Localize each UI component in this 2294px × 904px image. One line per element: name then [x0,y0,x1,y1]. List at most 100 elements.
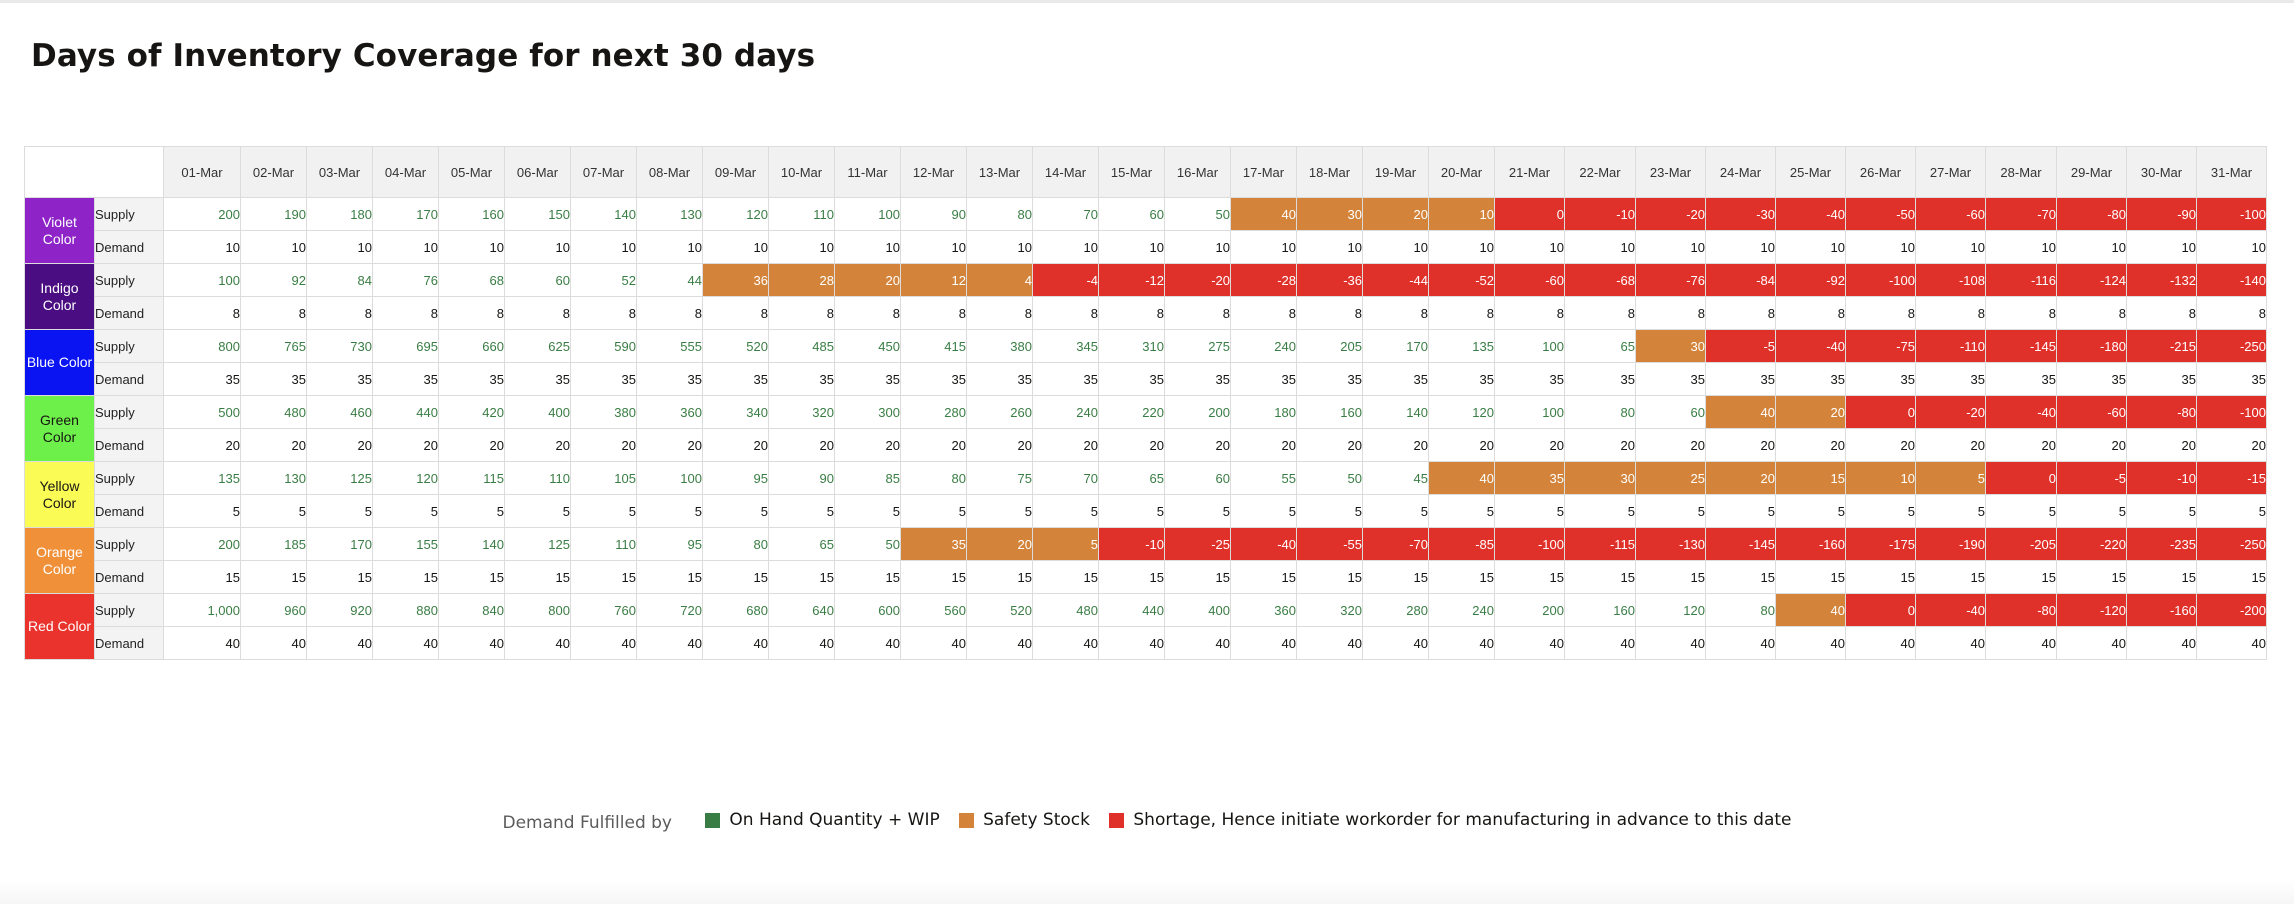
supply-cell: 320 [1296,593,1363,627]
demand-cell: 40 [306,626,373,660]
demand-cell: 5 [372,494,439,528]
legend-item-shortage[interactable]: Shortage, Hence initiate workorder for m… [1109,810,1792,830]
supply-cell: 65 [768,527,835,561]
demand-cell: 40 [2196,626,2267,660]
supply-cell: -90 [2126,197,2197,231]
demand-cell: 40 [240,626,307,660]
demand-cell: 35 [966,362,1033,396]
supply-cell: 120 [1635,593,1706,627]
date-header: 04-Mar [372,146,439,198]
demand-cell: 35 [1428,362,1495,396]
item-color-label: Orange Color [24,527,95,594]
demand-cell: 10 [1845,230,1916,264]
supply-cell: -145 [1705,527,1776,561]
demand-cell: 8 [834,296,901,330]
demand-cell: 10 [570,230,637,264]
demand-cell: 15 [1985,560,2057,594]
demand-cell: 10 [2196,230,2267,264]
supply-cell: 170 [372,197,439,231]
demand-cell: 10 [1428,230,1495,264]
demand-cell: 5 [1164,494,1231,528]
supply-cell: 500 [163,395,241,429]
demand-cell: 20 [834,428,901,462]
demand-cell: 5 [2196,494,2267,528]
supply-cell: -140 [2196,263,2267,297]
supply-cell: 50 [1296,461,1363,495]
supply-cell: 150 [504,197,571,231]
demand-cell: 35 [1915,362,1986,396]
supply-cell: 730 [306,329,373,363]
supply-cell: 115 [438,461,505,495]
demand-cell: 20 [1635,428,1706,462]
supply-cell: 240 [1032,395,1099,429]
demand-cell: 20 [1775,428,1846,462]
supply-cell: 135 [1428,329,1495,363]
supply-cell: 155 [372,527,439,561]
demand-cell: 8 [438,296,505,330]
demand-label: Demand [94,494,164,528]
supply-cell: 36 [702,263,769,297]
demand-cell: 35 [1845,362,1916,396]
demand-cell: 15 [504,560,571,594]
supply-cell: 135 [163,461,241,495]
demand-cell: 10 [1164,230,1231,264]
supply-cell: 460 [306,395,373,429]
supply-cell: 20 [1362,197,1429,231]
demand-cell: 10 [438,230,505,264]
supply-label: Supply [94,461,164,495]
legend: Demand Fulfilled by On Hand Quantity + W… [0,810,2294,833]
supply-cell: 30 [1296,197,1363,231]
supply-cell: -132 [2126,263,2197,297]
demand-cell: 40 [163,626,241,660]
supply-cell: -116 [1985,263,2057,297]
supply-cell: -30 [1705,197,1776,231]
demand-cell: 15 [2126,560,2197,594]
supply-label: Supply [94,527,164,561]
demand-cell: 20 [1230,428,1297,462]
demand-cell: 15 [163,560,241,594]
date-header: 17-Mar [1230,146,1297,198]
demand-cell: 40 [966,626,1033,660]
supply-cell: 110 [768,197,835,231]
supply-cell: 0 [1494,197,1565,231]
demand-cell: 10 [2056,230,2127,264]
date-header: 01-Mar [163,146,241,198]
supply-cell: 80 [1705,593,1776,627]
date-header: 27-Mar [1915,146,1986,198]
legend-swatch-shortage [1109,812,1125,828]
demand-cell: 8 [702,296,769,330]
supply-cell: 110 [570,527,637,561]
supply-cell: 200 [1164,395,1231,429]
supply-cell: -180 [2056,329,2127,363]
demand-cell: 15 [834,560,901,594]
demand-cell: 5 [1845,494,1916,528]
supply-cell: -84 [1705,263,1776,297]
supply-cell: 960 [240,593,307,627]
demand-cell: 8 [2196,296,2267,330]
supply-cell: 50 [834,527,901,561]
demand-cell: 40 [1494,626,1565,660]
demand-cell: 40 [1635,626,1706,660]
demand-cell: 20 [900,428,967,462]
supply-cell: 80 [1564,395,1636,429]
demand-cell: 40 [2126,626,2197,660]
supply-row: Yellow Color Supply 135 130 125 120 115 110 105 1… [24,461,2267,528]
supply-cell: -40 [1915,593,1986,627]
demand-cell: 8 [636,296,703,330]
supply-cell: -80 [2056,197,2127,231]
legend-label-safety-stock: Safety Stock [983,810,1090,830]
demand-cell: 15 [1362,560,1429,594]
demand-cell: 8 [1362,296,1429,330]
supply-cell: -50 [1845,197,1916,231]
supply-cell: 76 [372,263,439,297]
supply-cell: -250 [2196,527,2267,561]
demand-cell: 10 [1564,230,1636,264]
legend-item-safety-stock[interactable]: Safety Stock [959,810,1090,830]
supply-cell: -40 [1985,395,2057,429]
legend-swatch-safety-stock [959,812,975,828]
demand-cell: 20 [306,428,373,462]
demand-cell: 15 [240,560,307,594]
legend-item-onhand[interactable]: On Hand Quantity + WIP [705,810,940,830]
supply-cell: 140 [1362,395,1429,429]
demand-cell: 15 [1775,560,1846,594]
